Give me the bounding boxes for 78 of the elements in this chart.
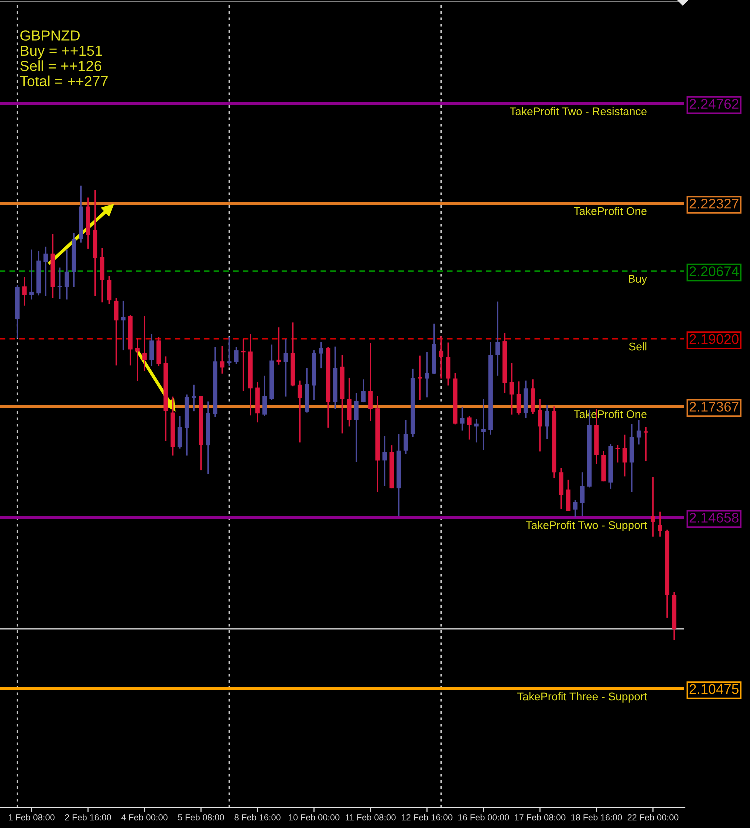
x-tick-label: 10 Feb 00:00 xyxy=(289,814,340,821)
candlestick xyxy=(460,406,465,432)
candlestick xyxy=(156,336,162,368)
candlestick xyxy=(644,426,648,462)
candlestick xyxy=(538,398,542,452)
candlestick xyxy=(573,499,578,518)
candlestick xyxy=(100,247,105,304)
candlestick xyxy=(545,404,550,440)
candlestick xyxy=(382,435,388,488)
y-tick-label: 2.20674 xyxy=(690,266,739,276)
candlestick xyxy=(361,378,366,404)
candlestick xyxy=(136,338,140,382)
x-tick-label: 5 Feb 08:00 xyxy=(178,814,224,821)
candlestick xyxy=(467,416,472,441)
x-tick-label: 22 Feb 00:00 xyxy=(628,814,679,821)
candlestick xyxy=(510,362,514,416)
y-tick-label: 2.24762 xyxy=(690,99,739,110)
candlestick xyxy=(114,297,119,366)
candlestick xyxy=(439,336,444,380)
candlestick xyxy=(298,380,302,444)
candlestick xyxy=(482,398,486,451)
candlestick xyxy=(347,377,352,428)
x-tick-label: 2 Feb 16:00 xyxy=(65,814,112,821)
x-tick-label: 18 Feb 16:00 xyxy=(572,814,622,821)
x-tick-label: 12 Feb 16:00 xyxy=(402,814,453,821)
candlestick xyxy=(178,415,182,450)
candlestick xyxy=(284,338,288,398)
candlestick xyxy=(58,267,62,300)
x-tick-label: 4 Feb 00:00 xyxy=(122,814,168,821)
candlestick xyxy=(404,419,408,455)
candlestick xyxy=(658,511,662,538)
x-tick-label: 1 Feb 08:00 xyxy=(9,814,55,821)
annotation: Sell = ++126 xyxy=(20,60,102,72)
x-tick-label: 17 Feb 08:00 xyxy=(515,814,566,821)
y-tick-label: 2.22327 xyxy=(690,198,739,209)
x-tick-label: 16 Feb 00:00 xyxy=(458,814,510,821)
candlestick xyxy=(262,375,268,417)
candlestick xyxy=(425,351,430,398)
y-tick-label: 2.19020 xyxy=(690,334,739,344)
candlestick xyxy=(368,342,373,422)
candlestick xyxy=(64,249,70,300)
y-tick-label: 2.17367 xyxy=(690,402,739,412)
candlestick xyxy=(192,384,196,412)
annotation: Total = ++277 xyxy=(20,76,108,87)
x-tick-label: 8 Feb 16:00 xyxy=(234,814,281,821)
candlestick xyxy=(276,326,282,366)
candlestick xyxy=(530,378,536,415)
candlestick xyxy=(319,342,324,370)
candlestick xyxy=(22,276,27,307)
ref-line-label: TakeProfit Two - Resistance xyxy=(510,107,647,116)
candlestick xyxy=(651,476,656,538)
ref-line-label: TakeProfit Two - Support xyxy=(526,521,648,532)
x-tick-label: 11 Feb 08:00 xyxy=(346,814,396,821)
ref-line-label: Buy xyxy=(629,275,648,286)
candlestick xyxy=(474,418,479,444)
candlestick xyxy=(516,380,522,416)
y-tick-label: 2.14658 xyxy=(690,513,739,523)
candlestick xyxy=(566,479,571,512)
candlestick xyxy=(30,249,34,300)
text: GBPNZD xyxy=(20,30,80,41)
annotation: Buy = ++151 xyxy=(21,46,102,59)
candlestick xyxy=(496,301,500,377)
candlestick xyxy=(44,246,48,298)
candlestick xyxy=(234,346,239,365)
y-tick-label: 2.10475 xyxy=(690,684,739,694)
ref-line-label: TakeProfit One xyxy=(574,207,647,216)
candlestick xyxy=(446,342,451,386)
candlestick xyxy=(121,300,126,352)
candlestick xyxy=(107,276,112,305)
ref-line-label: Sell xyxy=(629,342,647,351)
candlestick xyxy=(150,333,154,368)
candlestick xyxy=(636,419,642,446)
ref-line-label: TakeProfit Three - Support xyxy=(517,692,648,703)
candlestick xyxy=(559,467,564,510)
candlestick xyxy=(580,472,585,517)
candlestick xyxy=(142,315,147,372)
candlestick xyxy=(418,355,422,401)
candlestick xyxy=(354,392,359,464)
